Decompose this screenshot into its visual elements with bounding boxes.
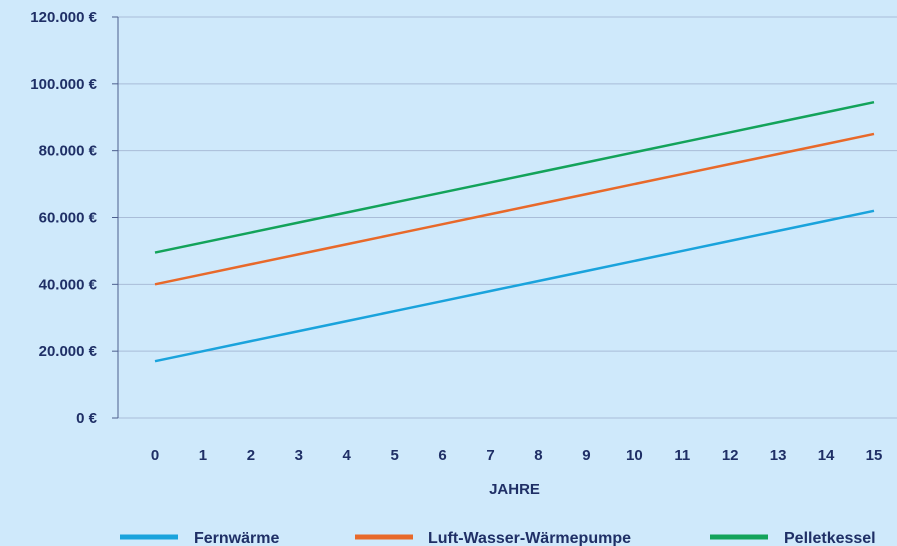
y-tick-label: 80.000 € — [39, 143, 98, 160]
y-tick-label: 120.000 € — [30, 9, 97, 26]
legend-item: Pelletkessel — [710, 530, 876, 546]
x-tick-label: 2 — [247, 447, 255, 464]
x-tick-label: 10 — [626, 447, 643, 464]
x-axis-title: JAHRE — [489, 481, 540, 498]
x-tick-label: 12 — [722, 447, 739, 464]
y-tick-label: 40.000 € — [39, 276, 98, 293]
x-tick-label: 5 — [390, 447, 398, 464]
x-tick-label: 3 — [295, 447, 303, 464]
series-line-0 — [154, 209, 875, 363]
legend-item: Fernwärme — [120, 530, 279, 546]
x-tick-label: 15 — [866, 447, 883, 464]
legend-label: Pelletkessel — [784, 530, 876, 546]
legend-label: Fernwärme — [194, 530, 279, 546]
x-tick-label: 8 — [534, 447, 542, 464]
x-tick-label: 13 — [770, 447, 787, 464]
y-tick-label: 60.000 € — [39, 210, 98, 227]
grid-lines — [112, 16, 897, 419]
series-line-1 — [154, 132, 875, 286]
y-tick-label: 0 € — [76, 410, 98, 427]
x-tick-label: 6 — [438, 447, 446, 464]
x-tick-label: 11 — [674, 447, 690, 464]
x-tick-label: 14 — [818, 447, 835, 464]
y-tick-label: 20.000 € — [39, 343, 98, 360]
series-line-2 — [154, 100, 875, 254]
legend: Fernwärme Luft-Wasser-Wärmepumpe Pelletkes… — [120, 530, 876, 546]
x-tick-label: 9 — [582, 447, 590, 464]
x-tick-labels: 0 1 2 3 4 5 6 7 8 9 10 11 12 13 14 15 — [151, 447, 883, 464]
x-tick-label: 4 — [343, 447, 352, 464]
x-tick-label: 7 — [486, 447, 494, 464]
y-tick-label: 100.000 € — [30, 76, 97, 93]
y-tick-labels: 0 € 20.000 € 40.000 € 60.000 € 80.000 € 100.0… — [30, 9, 97, 427]
legend-item: Luft-Wasser-Wärmepumpe — [355, 530, 631, 546]
legend-label: Luft-Wasser-Wärmepumpe — [428, 530, 631, 546]
x-tick-label: 0 — [151, 447, 159, 464]
x-tick-label: 1 — [199, 447, 207, 464]
series-lines — [154, 100, 875, 363]
